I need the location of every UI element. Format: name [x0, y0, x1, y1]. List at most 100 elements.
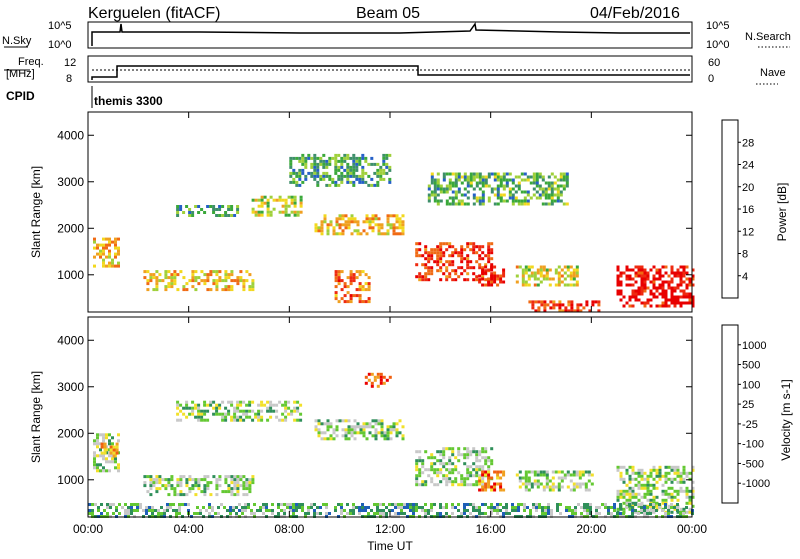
data-cell — [358, 180, 362, 184]
data-cell — [514, 184, 518, 188]
data-cell — [469, 175, 473, 179]
data-cell — [224, 418, 228, 422]
data-cell — [275, 198, 279, 202]
data-cell — [439, 512, 442, 515]
data-cell — [373, 183, 377, 187]
data-cell — [344, 220, 348, 224]
data-cell — [442, 450, 446, 454]
data-cell — [326, 422, 330, 426]
data-cell — [478, 196, 482, 200]
data-cell — [334, 285, 338, 289]
data-cell — [224, 406, 228, 410]
data-cell — [424, 512, 427, 515]
data-cell — [176, 273, 180, 277]
data-cell — [320, 226, 324, 230]
data-cell — [640, 495, 644, 499]
data-cell — [527, 479, 531, 483]
data-cell — [670, 495, 674, 499]
data-cell — [640, 277, 644, 281]
data-cell — [502, 488, 506, 492]
data-cell — [445, 512, 448, 515]
data-cell — [296, 406, 300, 410]
data-cell — [102, 237, 105, 241]
data-cell — [496, 470, 500, 474]
data-cell — [239, 270, 243, 274]
data-cell — [161, 478, 165, 482]
data-cell — [167, 282, 171, 286]
data-cell — [418, 275, 422, 279]
data-cell — [224, 211, 228, 214]
data-cell — [547, 202, 551, 206]
data-cell — [487, 476, 491, 480]
data-cell — [481, 184, 485, 188]
data-cell — [445, 468, 449, 472]
data-cell — [454, 172, 458, 176]
noise-tick-high-right: 10^5 — [706, 20, 730, 32]
data-cell — [530, 271, 534, 275]
data-cell — [115, 451, 119, 455]
data-cell — [236, 403, 240, 407]
data-cell — [502, 172, 506, 176]
data-cell — [277, 512, 280, 515]
data-cell — [520, 172, 524, 176]
data-cell — [272, 198, 276, 202]
data-cell — [493, 274, 497, 278]
data-cell — [176, 418, 180, 422]
data-cell — [533, 283, 537, 287]
data-cell — [236, 493, 240, 497]
data-cell — [179, 418, 183, 422]
data-cell — [236, 406, 240, 410]
data-cell — [214, 512, 217, 515]
data-cell — [299, 418, 303, 422]
data-cell — [481, 268, 485, 272]
data-cell — [421, 471, 425, 475]
data-cell — [536, 268, 540, 272]
data-cell — [343, 153, 347, 157]
data-cell — [451, 245, 455, 249]
data-cell — [531, 300, 535, 304]
data-cell — [401, 437, 405, 441]
data-cell — [197, 276, 201, 280]
data-cell — [313, 512, 316, 515]
data-cell — [418, 272, 422, 276]
data-cell — [580, 512, 583, 515]
data-cell — [634, 503, 637, 506]
data-cell — [185, 484, 189, 488]
data-cell — [386, 229, 390, 233]
data-cell — [508, 187, 512, 191]
data-cell — [364, 171, 368, 175]
data-cell — [346, 162, 350, 166]
data-cell — [691, 283, 695, 287]
data-cell — [364, 506, 367, 509]
data-cell — [158, 487, 162, 491]
data-cell — [329, 223, 333, 227]
data-cell — [439, 199, 443, 203]
data-cell — [418, 459, 422, 463]
data-cell — [478, 199, 482, 203]
data-cell — [574, 509, 577, 512]
data-cell — [368, 431, 372, 435]
data-cell — [595, 512, 598, 515]
data-cell — [487, 485, 491, 489]
data-cell — [502, 470, 506, 474]
data-cell — [108, 433, 111, 437]
data-cell — [527, 268, 531, 272]
data-cell — [289, 156, 293, 160]
data-cell — [574, 506, 577, 509]
data-cell — [143, 475, 147, 479]
data-cell — [337, 168, 341, 172]
data-cell — [418, 278, 422, 282]
data-cell — [226, 509, 229, 512]
data-cell — [670, 468, 674, 472]
data-cell — [334, 297, 338, 301]
data-cell — [191, 276, 195, 280]
data-cell — [347, 223, 351, 227]
data-cell — [655, 509, 658, 512]
data-cell — [316, 180, 320, 184]
data-cell — [206, 288, 210, 292]
data-cell — [640, 271, 644, 275]
data-cell — [640, 286, 644, 290]
data-cell — [490, 242, 494, 246]
data-cell — [343, 174, 347, 178]
data-cell — [667, 495, 671, 499]
